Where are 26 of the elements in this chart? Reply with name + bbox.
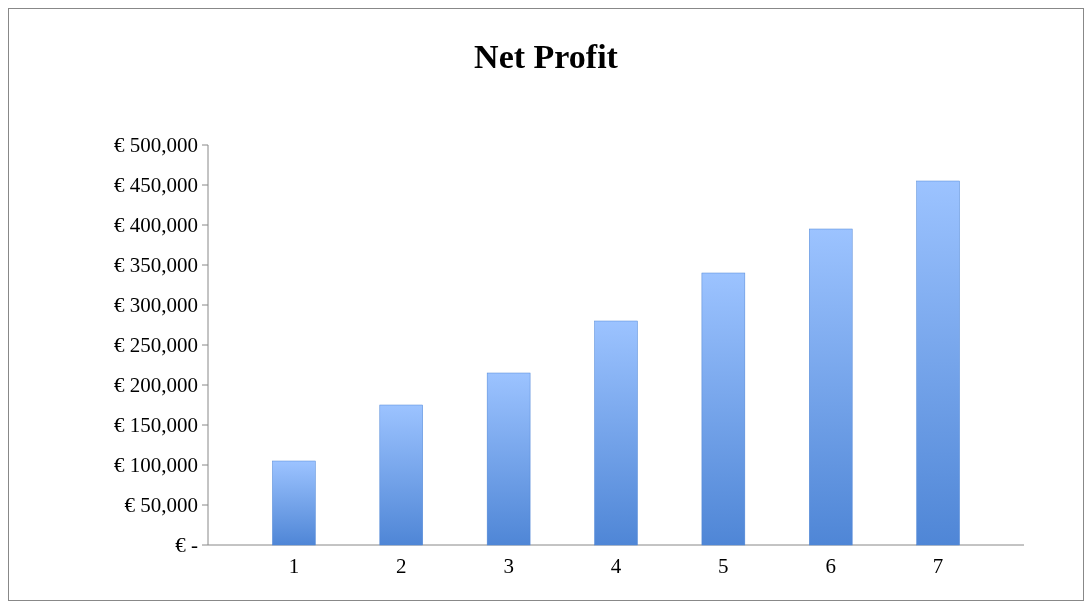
x-tick-label: 6 [825,554,836,578]
y-tick-label: € 500,000 [114,133,198,158]
y-tick-label: € 250,000 [114,333,198,358]
chart-title: Net Profit [474,38,619,75]
y-tick-label: € 300,000 [114,293,198,318]
bar [809,228,853,546]
x-tick-label: 3 [503,554,514,578]
x-tick-label: 2 [396,554,407,578]
y-tick-label: € 400,000 [114,213,198,238]
y-tick-label: € 450,000 [114,173,198,198]
y-tick-label: € 200,000 [114,373,198,398]
bar [916,180,960,546]
y-tick-label: € 50,000 [124,493,198,518]
x-tick-label: 1 [288,554,300,578]
bar [486,372,531,546]
y-tick-label: € 350,000 [114,253,198,278]
x-tick-label: 4 [610,554,622,578]
y-tick-label: € 150,000 [114,413,198,438]
bar [701,272,746,546]
y-tick-label: € - [175,533,198,558]
bar [594,320,638,546]
y-tick-label: € 100,000 [114,453,198,478]
bar [272,460,316,546]
x-tick-label: 7 [932,554,944,578]
x-tick-label: 5 [718,554,729,578]
bar [379,404,423,546]
